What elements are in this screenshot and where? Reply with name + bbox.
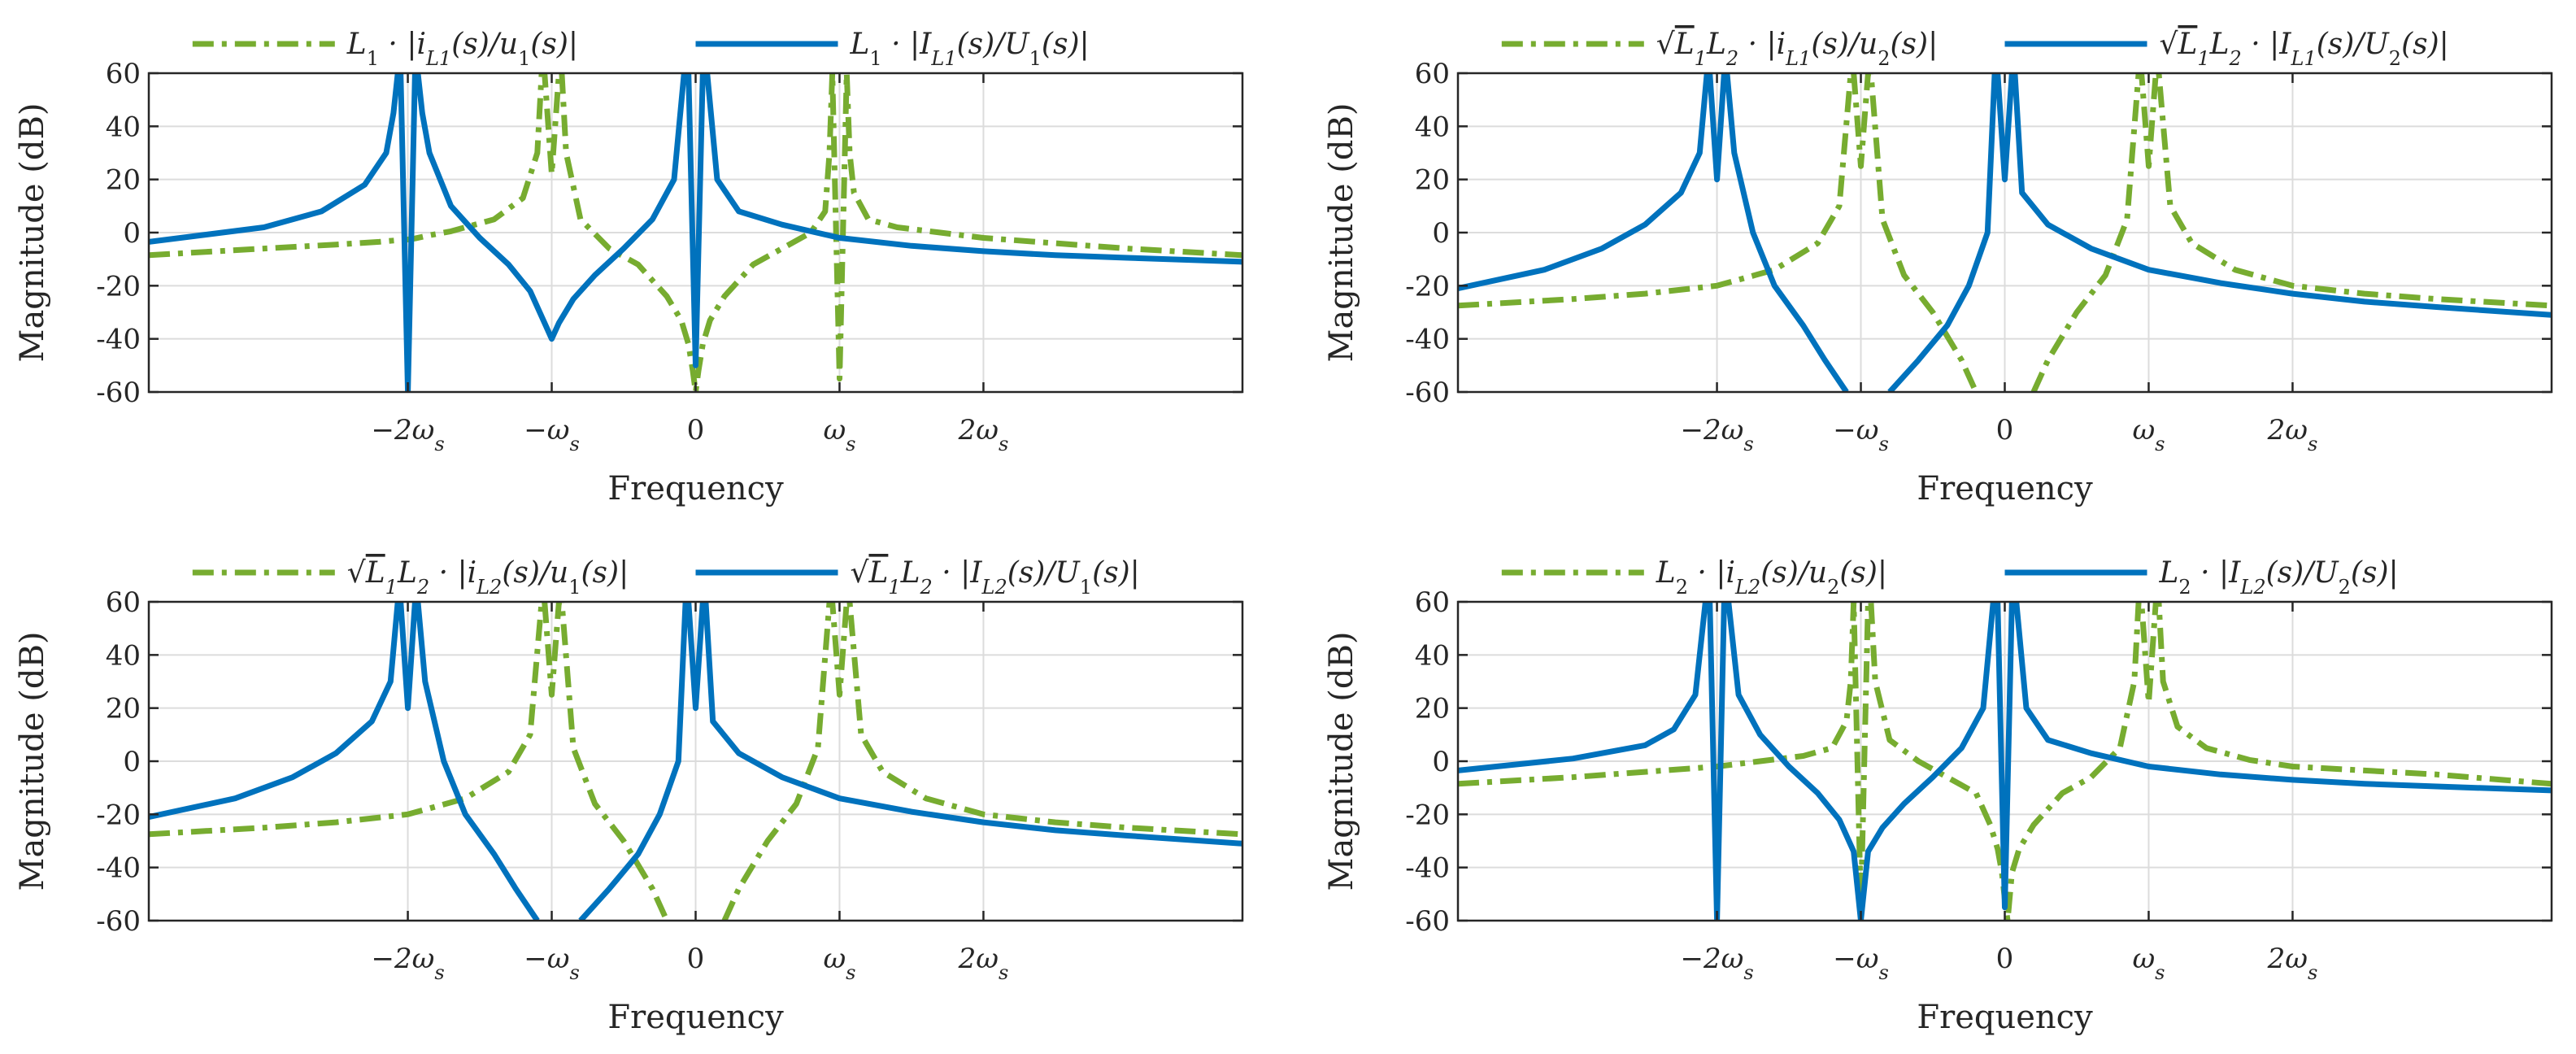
- y-tick-label: 0: [123, 746, 141, 778]
- y-tick-label: -20: [96, 270, 141, 303]
- x-tick-label: ωs: [2132, 414, 2165, 455]
- x-tick-label: 0: [1996, 943, 2014, 975]
- chart-panel-bottom-right: -60 -40 -20 0 20 40 60 −2ωs −ωs 0 ωs 2ωs Frequency Ma…: [1323, 556, 2553, 1036]
- y-tick-label: -20: [1405, 799, 1450, 831]
- chart-panel-bottom-left: -60 -40 -20 0 20 40 60 −2ωs −ωs 0 ωs 2ωs Frequency Ma…: [14, 556, 1244, 1036]
- x-tick-label: ωs: [823, 414, 855, 455]
- y-tick-label: -20: [1405, 270, 1450, 303]
- y-tick-label: 60: [1415, 58, 1450, 90]
- y-tick-label: -60: [96, 377, 141, 409]
- y-tick-label: 60: [106, 586, 141, 619]
- y-tick-label: 20: [1415, 164, 1450, 197]
- x-axis-title: Frequency: [1917, 470, 2093, 507]
- x-tick-label: 0: [687, 414, 705, 446]
- y-axis-title: Magnitude (dB): [1323, 102, 1360, 362]
- legend-label: √L1L2 · |iL2(s)/u1(s)|: [347, 556, 629, 599]
- y-axis-title: Magnitude (dB): [14, 102, 51, 362]
- chart-panel-top-right: -60 -40 -20 0 20 40 60 −2ωs −ωs 0 ωs 2ωs Frequency Ma…: [1323, 28, 2553, 507]
- y-tick-label: 60: [106, 58, 141, 90]
- x-tick-label: −2ωs: [371, 414, 444, 455]
- legend-label: L2 · |IL2(s)/U2(s)|: [2159, 556, 2399, 599]
- series-line-green: [149, 602, 670, 921]
- series-line-blue: [1458, 73, 1849, 392]
- legend: L2 · |iL2(s)/u2(s)| L2 · |IL2(s)/U2(s)|: [1501, 556, 2399, 599]
- y-tick-label: 60: [1415, 586, 1450, 619]
- chart-panel-top-left: -60 -40 -20 0 20 40 60 −2ωs −ωs 0 ωs 2ωs Frequency Ma…: [14, 28, 1244, 507]
- x-axis-title: Frequency: [1917, 999, 2093, 1036]
- y-tick-label: 40: [1415, 111, 1450, 143]
- x-tick-label: −2ωs: [1680, 414, 1753, 455]
- series-line-blue-segment-2: [578, 602, 1242, 921]
- x-tick-label: −ωs: [1833, 414, 1889, 455]
- x-tick-label: −ωs: [1833, 943, 1889, 984]
- y-axis-title: Magnitude (dB): [1323, 631, 1360, 891]
- legend: √L1L2 · |iL1(s)/u2(s)| √L1L2 · |IL1(s)/U2…: [1501, 28, 2449, 70]
- legend-label: √L1L2 · |IL2(s)/U1(s)|: [851, 556, 1140, 599]
- series-line-green: [1458, 73, 1979, 392]
- x-tick-label: 2ωs: [958, 414, 1009, 455]
- x-tick-label: 2ωs: [2267, 414, 2318, 455]
- series-line-blue: [1458, 602, 2552, 921]
- x-tick-label: −ωs: [524, 943, 580, 984]
- y-tick-label: 0: [123, 217, 141, 250]
- x-tick-label: 2ωs: [2267, 943, 2318, 984]
- x-tick-label: −ωs: [524, 414, 580, 455]
- y-tick-label: 20: [1415, 693, 1450, 725]
- series-line-green-segment-2: [2030, 73, 2552, 392]
- legend-label: L1 · |iL1(s)/u1(s)|: [346, 28, 578, 70]
- legend-label: √L1L2 · |IL1(s)/U2(s)|: [2160, 28, 2449, 70]
- y-tick-label: 40: [106, 639, 141, 672]
- legend: L1 · |iL1(s)/u1(s)| L1 · |IL1(s)/U1(s)|: [192, 28, 1090, 70]
- y-tick-label: -20: [96, 799, 141, 831]
- y-tick-label: 40: [1415, 639, 1450, 672]
- y-tick-label: 40: [106, 111, 141, 143]
- x-tick-label: 0: [1996, 414, 2014, 446]
- y-tick-label: -60: [96, 905, 141, 938]
- y-tick-label: 0: [1432, 746, 1450, 778]
- x-tick-label: ωs: [2132, 943, 2165, 984]
- series-line-blue: [149, 602, 540, 921]
- y-tick-label: 0: [1432, 217, 1450, 250]
- y-tick-label: -60: [1405, 377, 1450, 409]
- legend-label: L1 · |IL1(s)/U1(s)|: [850, 28, 1090, 70]
- legend: √L1L2 · |iL2(s)/u1(s)| √L1L2 · |IL2(s)/U1…: [192, 556, 1140, 599]
- series-line-green: [149, 73, 1242, 392]
- y-tick-label: 20: [106, 693, 141, 725]
- y-tick-label: -40: [1405, 324, 1450, 356]
- x-axis-title: Frequency: [607, 470, 784, 507]
- y-axis-title: Magnitude (dB): [14, 631, 51, 891]
- x-tick-label: −2ωs: [371, 943, 444, 984]
- x-tick-label: 0: [687, 943, 705, 975]
- y-tick-label: -40: [1405, 852, 1450, 885]
- legend-label: L2 · |iL2(s)/u2(s)|: [1656, 556, 1887, 599]
- y-tick-label: -40: [96, 324, 141, 356]
- series-line-green-segment-2: [721, 602, 1242, 921]
- series-line-blue-segment-2: [1887, 73, 2552, 392]
- y-tick-label: 20: [106, 164, 141, 197]
- x-tick-label: −2ωs: [1680, 943, 1753, 984]
- x-tick-label: 2ωs: [958, 943, 1009, 984]
- y-tick-label: -60: [1405, 905, 1450, 938]
- legend-label: √L1L2 · |iL1(s)/u2(s)|: [1656, 28, 1938, 70]
- x-axis-title: Frequency: [607, 999, 784, 1036]
- y-tick-label: -40: [96, 852, 141, 885]
- x-tick-label: ωs: [823, 943, 855, 984]
- series-line-blue: [149, 73, 1242, 392]
